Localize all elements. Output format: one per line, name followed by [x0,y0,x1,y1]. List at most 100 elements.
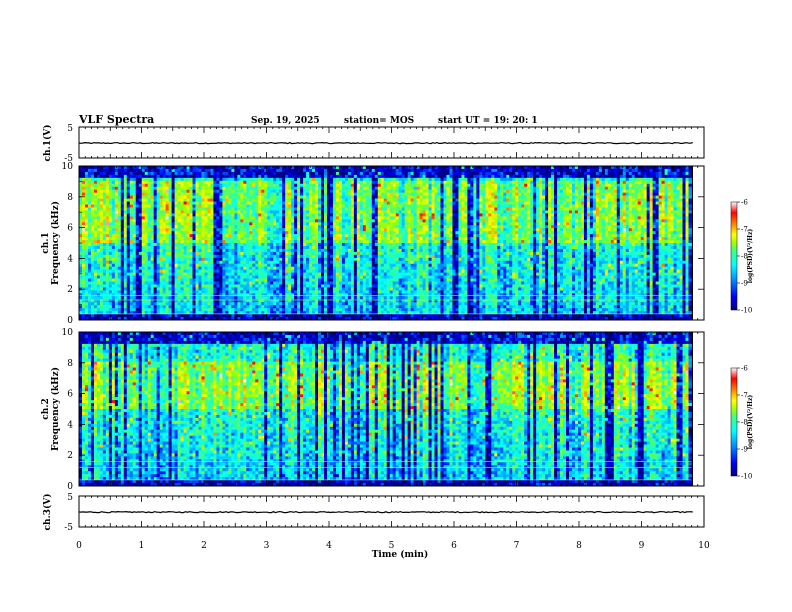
ch1-spec-cell [273,278,277,282]
ch1-spec-cell [147,168,152,173]
ch1-spec-cell [105,166,110,170]
ch1-spec-cell [96,281,101,285]
ch1-spec-cell [222,296,226,300]
ch1-spec-cell [219,284,223,288]
ch1-spec-cell [285,314,289,318]
ch1-spec-cell [315,296,319,300]
ch1-spec-cell [276,257,280,262]
ch1-spec-cell [93,213,98,217]
ch1-spec-cell [344,275,349,279]
ch1-spec-cell [228,269,232,274]
ch1-spec-cell [162,260,167,265]
ch1-spec-cell [108,254,113,259]
ch1-spec-cell [315,198,319,202]
ch1-spec-cell [285,204,289,208]
ch1-spec-cell [84,180,89,185]
ch1-spec-cell [279,317,283,321]
ch1-spec-cell [267,296,271,300]
ch1-spec-cell [309,210,313,214]
ch1-spec-cell [252,180,256,185]
ch1-spec-cell [93,302,98,306]
ch1-spec-cell [165,186,170,191]
ch1-spec-cell [228,287,232,291]
ch1-spec-cell [350,210,355,214]
ch1-spec-cell [192,225,196,229]
ch1-spec-cell [255,186,259,191]
ch1-spec-cell [114,257,119,262]
ch1-spec-cell [243,243,247,247]
ch1-spec-cell [329,189,334,194]
ch1-spec-cell [294,254,298,259]
ch1-spec-cell [243,311,247,315]
ch1-spec-cell [297,263,301,268]
ch1-spec-cell [84,272,89,276]
ch1-spec-cell [90,234,95,238]
ch1-spec-cell [344,290,349,294]
ch1-spec-cell [132,248,137,253]
ch1-spec-cell [138,222,143,226]
ch1-spec-cell [177,225,181,229]
ch1-spec-cell [216,195,220,199]
ch1-spec-cell [234,272,238,276]
ch1-spec-cell [159,287,164,291]
ch1-spec-cell [246,251,250,256]
ch1-spec-cell [93,237,98,241]
ch1-spec-cell [350,299,355,303]
ch1-spec-cell [189,216,193,220]
ch1-spec-cell [156,290,161,294]
ch1-spec-cell [216,240,220,244]
ch1-spec-cell [141,210,146,214]
ch1-spec-cell [144,228,149,232]
ch1-spec-cell [225,166,229,170]
ch1-spec-cell [147,272,152,276]
ch1-spec-cell [252,168,256,173]
ch1-spec-cell [96,296,101,300]
ch1-spec-cell [335,216,340,220]
ch1-spec-cell [123,251,128,256]
ch1-spec-cell [159,266,164,271]
ch1-spec-cell [186,311,190,315]
ch1-spec-cell [150,177,155,182]
ch1-spec-cell [249,296,253,300]
ch1-spec-cell [332,281,337,285]
ch1-spec-cell [276,272,280,276]
ch1-spec-cell [326,248,331,253]
ch1-spec-cell [273,290,277,294]
ch1-spec-cell [294,257,298,262]
ch1-spec-cell [141,180,146,185]
ch1-spec-cell [165,201,170,205]
ch1-spec-cell [216,210,220,214]
ch1-spec-cell [81,308,86,312]
ch1-spec-cell [168,243,173,247]
ch1-spec-cell [177,234,181,238]
ch1-spec-cell [231,195,235,199]
ch1-spec-cell [234,204,238,208]
ch1-spec-cell [231,257,235,262]
ch1-spec-cell [306,166,310,170]
ch1-spec-cell [312,177,316,182]
ch1-spec-cell [198,231,202,235]
ch1-spec-cell [144,281,149,285]
ch1-spec-cell [312,260,316,265]
ch1-spec-cell [350,228,355,232]
ch1-spec-cell [267,171,271,176]
ch1-spec-cell [114,243,119,247]
ch1-spec-cell [332,284,337,288]
ch1-spec-cell [120,269,125,274]
ch1-spec-cell [276,237,280,241]
ch1-spec-cell [309,171,313,176]
ch1-spec-cell [81,251,86,256]
ch1-spec-cell [332,260,337,265]
ch1-spec-cell [228,257,232,262]
ch1-spec-cell [258,168,262,173]
ch1-spec-cell [216,257,220,262]
ch1-spec-cell [216,287,220,291]
ch1-spec-cell [102,234,107,238]
ch1-spec-cell [255,180,259,185]
ch1-spec-cell [285,234,289,238]
ch1-spec-cell [252,269,256,274]
ch1-spec-cell [117,290,122,294]
ch1-spec-cell [141,198,146,202]
ch1-spec-cell [326,296,331,300]
ch1-spec-cell [117,266,122,271]
